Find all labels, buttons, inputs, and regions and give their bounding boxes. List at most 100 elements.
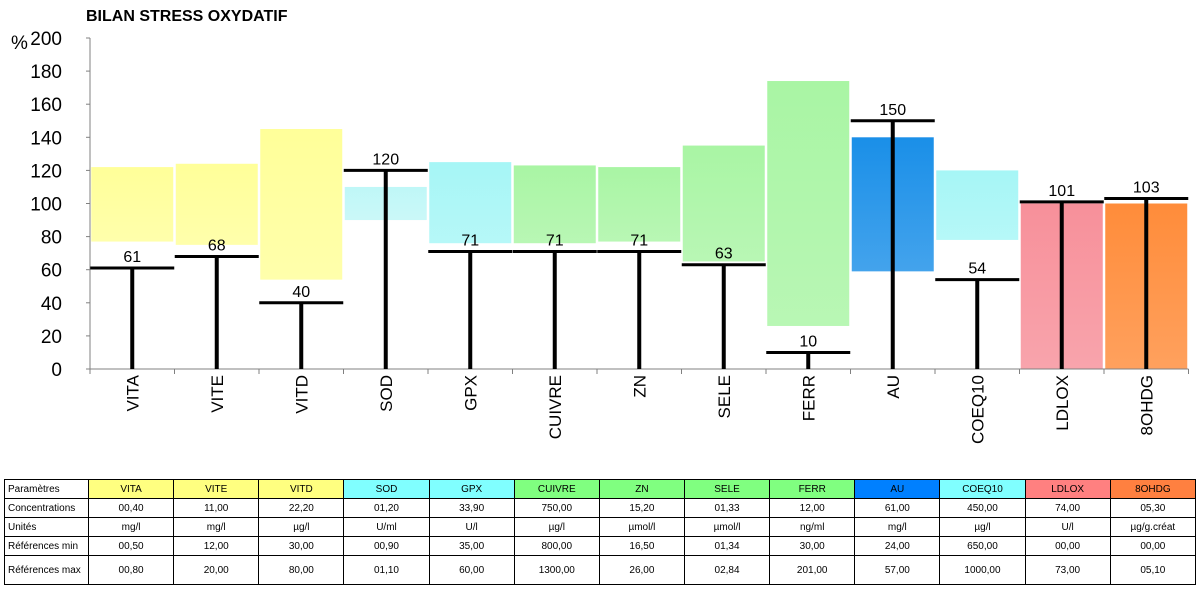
- table-cell: 00,00: [1024, 536, 1111, 556]
- table-cell: 01,10: [343, 555, 430, 585]
- data-label-au: 150: [879, 102, 906, 119]
- table-cell: µmol/l: [598, 517, 685, 537]
- table-cell: 05,30: [1109, 498, 1197, 518]
- y-tick-label: 140: [30, 128, 62, 149]
- table-header-cell: VITE: [173, 479, 260, 499]
- table-cell: 00,90: [343, 536, 430, 556]
- reference-range-vita: [91, 167, 174, 242]
- parameters-table: Paramètres VITA VITE VITD SOD GPX CUIVRE ZN SELE…: [4, 479, 1197, 585]
- table-cell: 12,00: [769, 498, 856, 518]
- table-cell: µg/l: [939, 517, 1026, 537]
- reference-range-ferr: [767, 81, 850, 326]
- data-label-cuivre: 71: [546, 232, 564, 249]
- category-label-vitd: VITD: [292, 375, 311, 414]
- reference-range-cuivre: [513, 165, 596, 244]
- table-header-label: Paramètres: [4, 479, 89, 499]
- table-row-label: Unités: [4, 517, 89, 537]
- table-header-cell: 8OHDG: [1109, 479, 1197, 499]
- data-label-ferr: 10: [799, 333, 817, 350]
- y-tick-label: 80: [41, 228, 62, 249]
- category-label-gpx: GPX: [461, 375, 480, 411]
- data-label-ldlox: 101: [1048, 183, 1075, 200]
- category-label-cuivre: CUIVRE: [546, 375, 565, 439]
- category-label-vite: VITE: [208, 375, 227, 413]
- table-cell: 74,00: [1024, 498, 1111, 518]
- table-cell: 201,00: [769, 555, 856, 585]
- y-tick-label: 40: [41, 294, 62, 315]
- reference-range-vite: [175, 163, 258, 245]
- table-cell: 01,20: [343, 498, 430, 518]
- reference-range-zn: [598, 167, 681, 242]
- y-tick-label: 180: [30, 62, 62, 83]
- y-tick-label: 100: [30, 195, 62, 216]
- table-cell: 22,20: [258, 498, 345, 518]
- table-cell: 11,00: [173, 498, 260, 518]
- y-tick-label: 20: [41, 327, 62, 348]
- table-row: Unités mg/l mg/l µg/l U/ml U/l µg/l µmol/l µmol/…: [4, 517, 1197, 537]
- y-tick-label: 60: [41, 261, 62, 282]
- table-row-label: Concentrations: [4, 498, 89, 518]
- table-cell: 73,00: [1024, 555, 1111, 585]
- y-tick-label: 120: [30, 161, 62, 182]
- category-label-ldlox: LDLOX: [1053, 375, 1072, 431]
- category-label-ferr: FERR: [799, 375, 818, 421]
- table-cell: 30,00: [258, 536, 345, 556]
- data-label-vitd: 40: [292, 284, 310, 301]
- y-axis-unit-label: %: [11, 33, 28, 54]
- table-cell: 20,00: [173, 555, 260, 585]
- table-header-cell: GPX: [428, 479, 515, 499]
- table-cell: 30,00: [769, 536, 856, 556]
- table-cell: 650,00: [939, 536, 1026, 556]
- category-label-8ohdg: 8OHDG: [1137, 375, 1156, 435]
- table-header-cell: SELE: [683, 479, 771, 499]
- table-cell: 33,90: [428, 498, 515, 518]
- table-cell: µmol/l: [683, 517, 771, 537]
- table-header-cell: CUIVRE: [513, 479, 600, 499]
- table-cell: U/ml: [343, 517, 430, 537]
- category-label-sele: SELE: [715, 375, 734, 418]
- table-cell: µg/l: [258, 517, 345, 537]
- table-header-cell: VITD: [258, 479, 345, 499]
- table-cell: 00,40: [87, 498, 175, 518]
- table-header-cell: AU: [854, 479, 941, 499]
- table-cell: 00,00: [1109, 536, 1197, 556]
- table-row: Références max 00,80 20,00 80,00 01,10 60,00 1…: [4, 555, 1197, 585]
- table-cell: 16,50: [598, 536, 685, 556]
- table-cell: µg/g.créat: [1109, 517, 1197, 537]
- table-cell: 800,00: [513, 536, 600, 556]
- table-header-cell: VITA: [87, 479, 175, 499]
- category-label-vita: VITA: [123, 374, 142, 411]
- table-cell: 15,20: [598, 498, 685, 518]
- category-label-sod: SOD: [377, 375, 396, 412]
- table-cell: U/l: [428, 517, 515, 537]
- data-label-sele: 63: [715, 246, 733, 263]
- table-cell: 450,00: [939, 498, 1026, 518]
- table-cell: 02,84: [683, 555, 771, 585]
- table-header-cell: LDLOX: [1024, 479, 1111, 499]
- table-cell: U/l: [1024, 517, 1111, 537]
- table-cell: 00,80: [87, 555, 175, 585]
- table-cell: 57,00: [854, 555, 941, 585]
- table-cell: 1300,00: [513, 555, 600, 585]
- table-cell: 05,10: [1109, 555, 1197, 585]
- table-row-label: Références min: [4, 536, 89, 556]
- data-label-8ohdg: 103: [1133, 180, 1160, 197]
- y-tick-label: 200: [30, 29, 62, 50]
- data-label-sod: 120: [372, 151, 399, 168]
- table-cell: 01,34: [683, 536, 771, 556]
- table-cell: 60,00: [428, 555, 515, 585]
- table-cell: 61,00: [854, 498, 941, 518]
- data-label-vite: 68: [208, 237, 226, 254]
- table-cell: 01,33: [683, 498, 771, 518]
- table-header-cell: FERR: [769, 479, 856, 499]
- table-cell: 1000,00: [939, 555, 1026, 585]
- table-cell: 35,00: [428, 536, 515, 556]
- table-header-cell: ZN: [598, 479, 685, 499]
- data-label-coeq10: 54: [968, 261, 986, 278]
- table-row: Références min 00,50 12,00 30,00 00,90 35,00 8…: [4, 536, 1197, 556]
- table-cell: 26,00: [598, 555, 685, 585]
- data-label-gpx: 71: [461, 232, 479, 249]
- reference-range-gpx: [429, 162, 512, 244]
- table-header-row: Paramètres VITA VITE VITD SOD GPX CUIVRE ZN SELE…: [4, 479, 1197, 499]
- table-row-label: Références max: [4, 555, 89, 585]
